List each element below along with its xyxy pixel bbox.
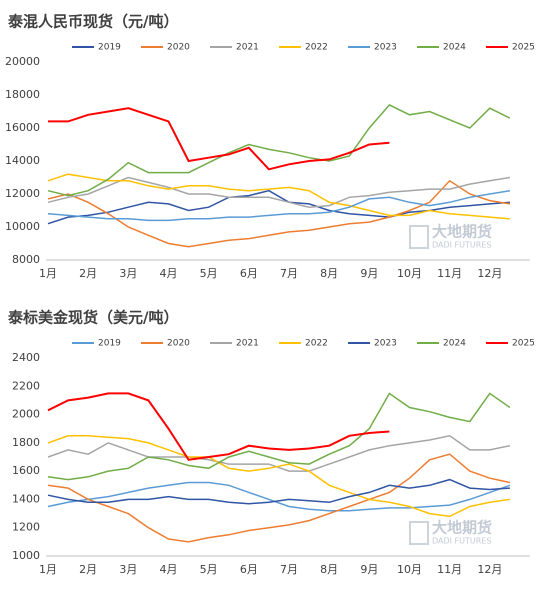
legend-label: 2025 (512, 339, 535, 349)
y-tick-label: 8000 (12, 253, 40, 266)
series-line (47, 179, 511, 248)
x-tick-label: 8月 (320, 563, 338, 576)
x-tick-label: 11月 (437, 267, 462, 280)
x-tick-label: 4月 (160, 267, 178, 280)
y-tick-label: 14000 (5, 154, 40, 167)
series-line (47, 453, 511, 543)
x-tick-label: 9月 (360, 563, 378, 576)
series-line (47, 189, 511, 222)
y-tick-label: 18000 (5, 88, 40, 101)
y-tick-label: 10000 (5, 220, 40, 233)
x-tick-label: 3月 (119, 267, 137, 280)
series-line (47, 103, 511, 197)
x-tick-label: 5月 (200, 267, 218, 280)
series-line (47, 176, 511, 208)
x-tick-label: 6月 (240, 563, 258, 576)
x-tick-label: 7月 (280, 563, 298, 576)
y-tick-label: 2000 (12, 408, 40, 421)
watermark-en: DADI FUTURES (432, 537, 491, 546)
y-tick-label: 1200 (12, 521, 40, 534)
y-tick-label: 12000 (5, 187, 40, 200)
series-line (47, 392, 390, 461)
series-line (47, 434, 511, 472)
legend-label: 2020 (167, 43, 190, 53)
watermark: 大地期货 (432, 519, 492, 537)
legend-label: 2023 (374, 339, 397, 349)
x-tick-label: 10月 (397, 267, 422, 280)
series-line (47, 481, 511, 512)
y-tick-label: 1800 (12, 436, 40, 449)
chart-title: 泰混人民币现货（元/吨） (7, 13, 178, 31)
x-tick-label: 10月 (397, 563, 422, 576)
x-tick-label: 8月 (320, 267, 338, 280)
x-tick-label: 2月 (79, 563, 97, 576)
x-tick-label: 3月 (119, 563, 137, 576)
series-line (47, 173, 510, 220)
y-tick-label: 2200 (12, 379, 40, 392)
chart-title: 泰标美金现货（美元/吨） (7, 309, 178, 327)
series-line (48, 107, 390, 171)
x-tick-label: 4月 (160, 563, 178, 576)
legend-label: 2022 (305, 43, 328, 53)
legend-label: 2019 (98, 339, 121, 349)
x-tick-label: 1月 (39, 563, 57, 576)
watermark-logo (409, 225, 429, 249)
legend-label: 2019 (98, 43, 121, 53)
series-line (47, 435, 511, 518)
legend-label: 2021 (236, 339, 259, 349)
x-tick-label: 5月 (200, 563, 218, 576)
y-tick-label: 2400 (12, 351, 40, 364)
legend-label: 2025 (512, 43, 535, 53)
watermark-en: DADI FUTURES (432, 241, 491, 250)
legend-label: 2022 (305, 339, 328, 349)
watermark-logo (409, 521, 429, 545)
y-tick-label: 1400 (12, 492, 40, 505)
x-tick-label: 2月 (79, 267, 97, 280)
x-tick-label: 12月 (477, 267, 502, 280)
y-tick-label: 1000 (12, 549, 40, 562)
x-tick-label: 6月 (240, 267, 258, 280)
x-tick-label: 7月 (280, 267, 298, 280)
series-line (47, 392, 511, 481)
legend-label: 2024 (443, 43, 466, 53)
y-tick-label: 16000 (5, 121, 40, 134)
y-tick-label: 20000 (5, 55, 40, 68)
legend-label: 2021 (236, 43, 259, 53)
legend-label: 2024 (443, 339, 466, 349)
legend-label: 2023 (374, 43, 397, 53)
x-tick-label: 11月 (437, 563, 462, 576)
legend-label: 2020 (167, 339, 190, 349)
x-tick-label: 12月 (477, 563, 502, 576)
x-tick-label: 9月 (360, 267, 378, 280)
series-line (47, 189, 510, 225)
watermark: 大地期货 (432, 223, 492, 241)
y-tick-label: 1600 (12, 464, 40, 477)
x-tick-label: 1月 (39, 267, 57, 280)
series-line (47, 478, 510, 505)
